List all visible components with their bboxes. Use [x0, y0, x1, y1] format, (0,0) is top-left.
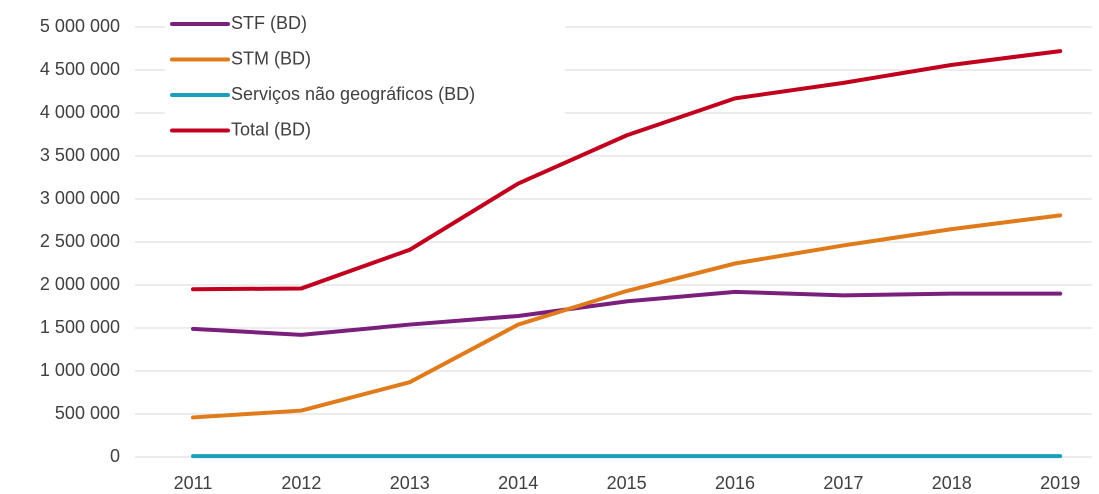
legend-label: Total (BD) — [231, 119, 311, 139]
legend-label: STF (BD) — [231, 13, 307, 33]
y-tick-label: 4 500 000 — [40, 59, 120, 79]
y-tick-label: 2 500 000 — [40, 231, 120, 251]
y-tick-label: 2 000 000 — [40, 274, 120, 294]
x-tick-label: 2013 — [390, 473, 430, 493]
y-tick-label: 1 500 000 — [40, 317, 120, 337]
y-tick-label: 0 — [110, 446, 120, 466]
series-line — [191, 49, 1063, 292]
x-tick-label: 2016 — [715, 473, 755, 493]
y-tick-label: 3 500 000 — [40, 145, 120, 165]
legend-label: Serviços não geográficos (BD) — [231, 84, 475, 104]
y-tick-label: 500 000 — [55, 403, 120, 423]
x-tick-label: 2014 — [498, 473, 538, 493]
y-tick-label: 4 000 000 — [40, 102, 120, 122]
series-line — [191, 213, 1063, 420]
series-line — [191, 289, 1063, 337]
x-tick-label: 2012 — [281, 473, 321, 493]
legend-label: STM (BD) — [231, 48, 311, 68]
legend-box — [165, 8, 565, 150]
x-tick-label: 2017 — [823, 473, 863, 493]
y-tick-label: 5 000 000 — [40, 16, 120, 36]
x-tick-label: 2011 — [174, 473, 213, 493]
x-tick-label: 2015 — [607, 473, 647, 493]
y-tick-label: 1 000 000 — [40, 360, 120, 380]
x-tick-label: 2018 — [932, 473, 972, 493]
y-tick-label: 3 000 000 — [40, 188, 120, 208]
x-tick-label: 2019 — [1040, 473, 1080, 493]
